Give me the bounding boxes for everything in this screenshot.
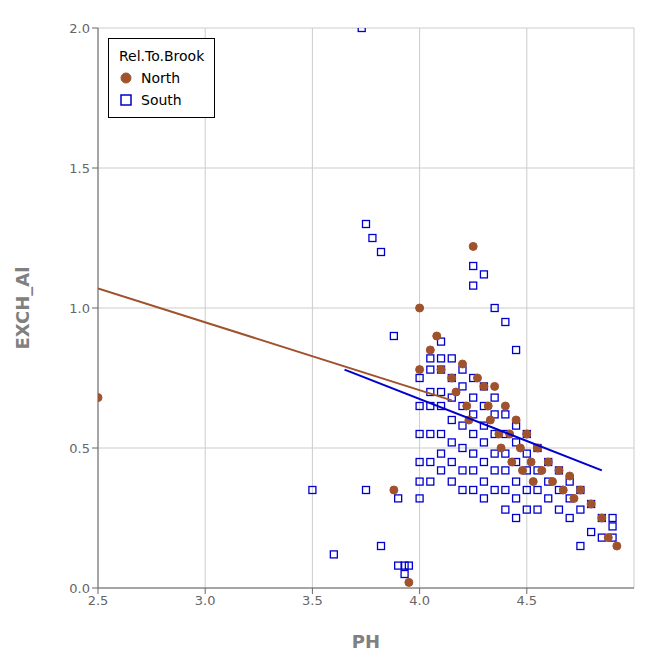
svg-text:1.0: 1.0: [69, 301, 90, 316]
svg-text:4.5: 4.5: [516, 593, 537, 608]
html-text:South: South: [141, 92, 182, 108]
svg-text:3.0: 3.0: [195, 593, 216, 608]
svg-text:2.5: 2.5: [88, 593, 109, 608]
svg-text:0.0: 0.0: [69, 581, 90, 596]
svg-text:3.5: 3.5: [302, 593, 323, 608]
svg-text:1.5: 1.5: [69, 161, 90, 176]
html-text:Rel.To.Brook: Rel.To.Brook: [119, 48, 205, 64]
html-text:North: North: [141, 70, 181, 86]
svg-text:4.0: 4.0: [409, 593, 430, 608]
svg-text:2.0: 2.0: [69, 21, 90, 36]
svg-text:EXCH_Al: EXCH_Al: [12, 267, 33, 350]
svg-text:0.5: 0.5: [69, 441, 90, 456]
svg-text:PH: PH: [352, 631, 380, 652]
